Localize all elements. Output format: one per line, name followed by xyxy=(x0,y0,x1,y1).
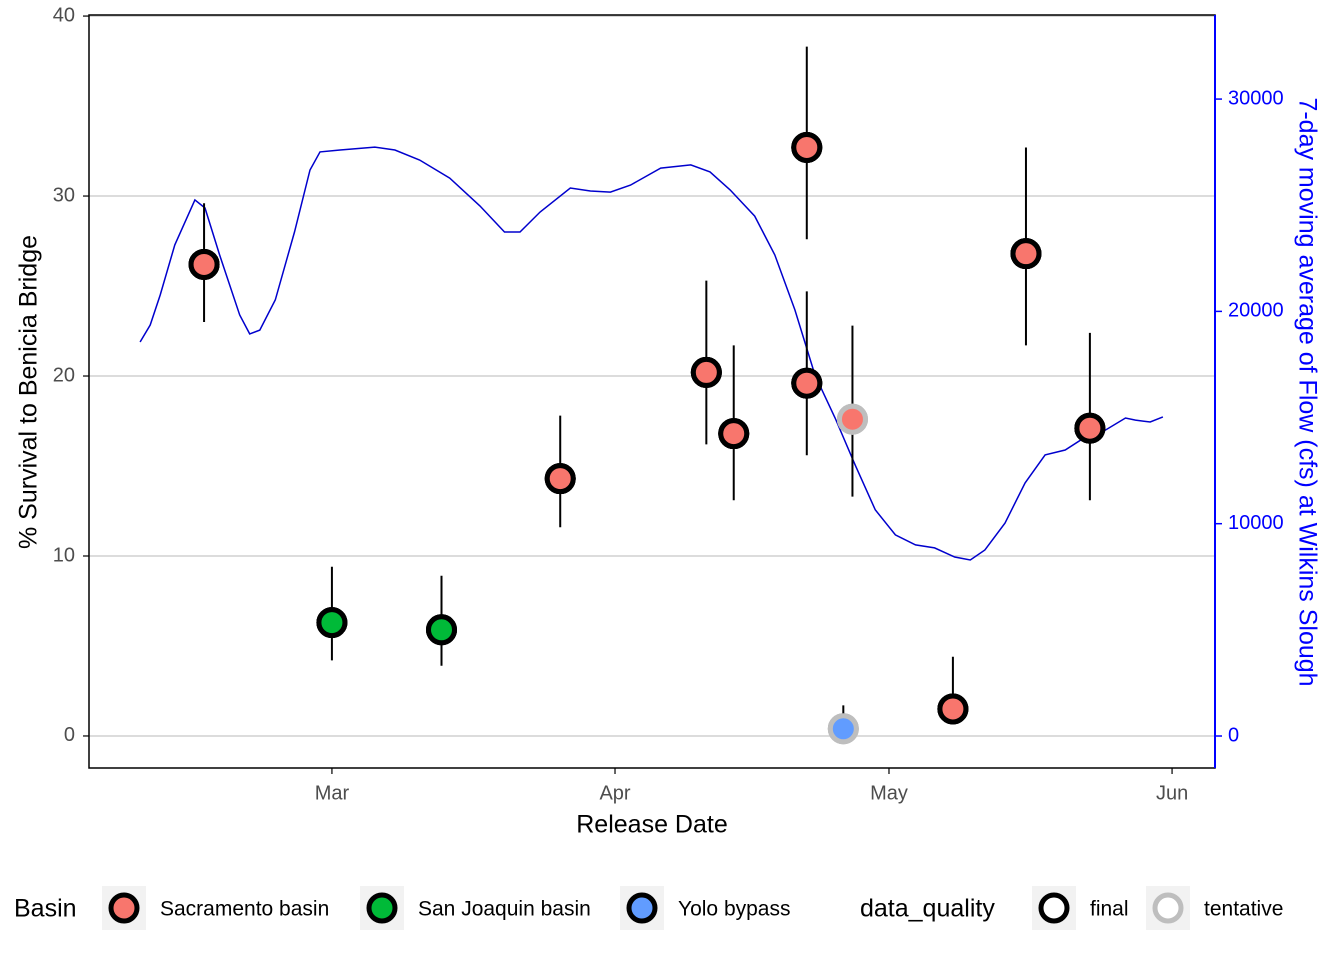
y-tick-label: 20 xyxy=(53,364,75,386)
point xyxy=(791,131,823,163)
point xyxy=(426,614,458,646)
y-tick-label: 10 xyxy=(53,544,75,566)
y2-axis-title: 7-day moving average of Flow (cfs) at Wi… xyxy=(1293,97,1321,686)
legend-label: final xyxy=(1090,898,1129,921)
legend-label: tentative xyxy=(1204,898,1283,921)
x-tick-label: Mar xyxy=(315,782,350,804)
y2-tick-label: 30000 xyxy=(1228,87,1284,109)
legend-label: Yolo bypass xyxy=(678,898,790,921)
point xyxy=(1010,238,1042,270)
point xyxy=(836,403,868,435)
y2-tick-label: 0 xyxy=(1228,724,1239,746)
legend-title: Basin xyxy=(14,895,77,923)
legend-label: San Joaquin basin xyxy=(418,898,591,921)
plot-border xyxy=(88,14,1216,769)
y-tick-label: 40 xyxy=(53,4,75,26)
flow-line xyxy=(139,146,1164,561)
point xyxy=(316,607,348,639)
point xyxy=(1074,412,1106,444)
x-tick-label: Apr xyxy=(599,782,630,804)
point xyxy=(718,418,750,450)
legend-swatch xyxy=(108,892,140,924)
x-axis-title: Release Date xyxy=(576,811,727,839)
point xyxy=(544,463,576,495)
legend-title: data_quality xyxy=(860,895,995,923)
point xyxy=(188,248,220,280)
legend-swatch xyxy=(626,892,658,924)
legend-swatch xyxy=(366,892,398,924)
point xyxy=(690,356,722,388)
y2-tick-label: 10000 xyxy=(1228,512,1284,534)
point xyxy=(937,693,969,725)
x-tick-label: Jun xyxy=(1156,782,1188,804)
legend-label: Sacramento basin xyxy=(160,898,329,921)
y-tick-label: 30 xyxy=(53,184,75,206)
y2-tick-label: 20000 xyxy=(1228,300,1284,322)
point xyxy=(827,713,859,745)
x-tick-label: May xyxy=(870,782,908,804)
legend-swatch xyxy=(1038,892,1070,924)
point xyxy=(791,367,823,399)
legend-swatch xyxy=(1152,892,1184,924)
y-axis-title: % Survival to Benicia Bridge xyxy=(15,235,43,549)
y-tick-label: 0 xyxy=(64,724,75,746)
